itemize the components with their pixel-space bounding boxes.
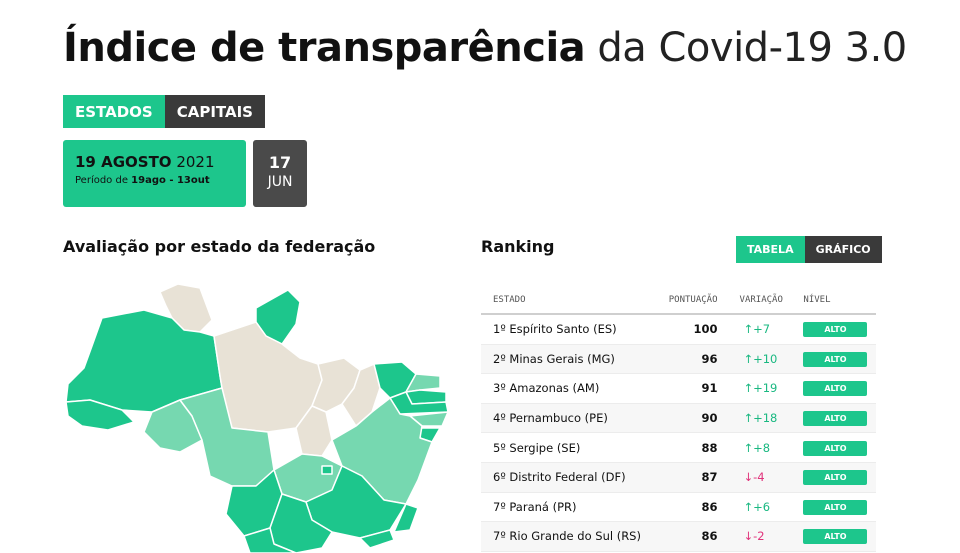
row-state: 7º Paraná (PR)	[493, 499, 577, 514]
date-card-period-range: 19ago - 13out	[131, 175, 210, 186]
row-score: 87	[701, 470, 718, 485]
date-card-selected[interactable]: 19 AGOSTO 2021 Período de 19ago - 13out	[63, 140, 246, 207]
map-state-rj[interactable]	[359, 529, 395, 549]
row-level-cell: ALTO	[803, 469, 876, 486]
row-level-cell: ALTO	[803, 380, 876, 397]
table-row[interactable]: 6º Distrito Federal (DF) 87 ↓-4 ALTO	[481, 462, 876, 493]
date-card-previous[interactable]: 17 JUN	[253, 140, 307, 207]
level-badge: ALTO	[803, 381, 868, 397]
tab-chart[interactable]: GRÁFICO	[804, 236, 882, 263]
date-card-previous-day: 17	[268, 153, 292, 172]
table-row[interactable]: 5º Sergipe (SE) 88 ↑+8 ALTO	[481, 433, 876, 463]
row-change: ↑+7	[743, 322, 771, 337]
table-row[interactable]: 4º Pernambuco (PE) 90 ↑+18 ALTO	[481, 403, 876, 434]
row-state: 7º Rio Grande do Sul (RS)	[493, 529, 641, 544]
map-state-es[interactable]	[393, 503, 419, 533]
map-state-rr[interactable]	[159, 283, 213, 333]
table-row[interactable]: 2º Minas Gerais (MG) 96 ↑+10 ALTO	[481, 344, 876, 375]
row-change: ↓-2	[743, 529, 765, 544]
level-badge: ALTO	[803, 470, 868, 486]
row-change: ↑+19	[743, 381, 778, 396]
tab-capitals[interactable]: CAPITAIS	[164, 95, 265, 128]
ranking-table-header: ESTADO PONTUAÇÃO VARIAÇÃO NÍVEL	[481, 287, 876, 315]
row-score: 100	[693, 322, 718, 337]
table-row[interactable]: 7º Rio Grande do Sul (RS) 86 ↓-2 ALTO	[481, 522, 876, 552]
row-change: ↑+18	[743, 411, 778, 426]
row-level-cell: ALTO	[803, 528, 876, 545]
row-change: ↑+6	[743, 499, 771, 514]
level-badge: ALTO	[803, 322, 868, 338]
ranking-title: Ranking	[481, 237, 555, 256]
row-score: 90	[701, 411, 718, 426]
row-level-cell: ALTO	[803, 410, 876, 427]
row-state: 4º Pernambuco (PE)	[493, 411, 608, 426]
row-state: 1º Espírito Santo (ES)	[493, 322, 617, 337]
level-badge: ALTO	[803, 351, 868, 367]
row-score: 88	[701, 440, 718, 455]
date-card-day: 19 AGOSTO	[75, 153, 172, 171]
col-level[interactable]: NÍVEL	[803, 295, 831, 305]
table-row[interactable]: 1º Espírito Santo (ES) 100 ↑+7 ALTO	[481, 315, 876, 345]
row-state: 2º Minas Gerais (MG)	[493, 351, 615, 366]
map-state-df[interactable]	[321, 465, 333, 475]
row-state: 3º Amazonas (AM)	[493, 381, 600, 396]
row-level-cell: ALTO	[803, 351, 876, 367]
row-change: ↑+10	[743, 351, 778, 366]
map-state-pr[interactable]	[243, 527, 297, 553]
level-badge: ALTO	[803, 499, 868, 515]
map-state-ac[interactable]	[65, 399, 135, 431]
row-score: 86	[701, 499, 718, 514]
page-title-bold: Índice de transparência	[63, 25, 586, 71]
row-level-cell: ALTO	[803, 321, 876, 338]
date-card-date: 19 AGOSTO 2021	[75, 153, 246, 171]
level-badge: ALTO	[803, 529, 868, 545]
row-state: 5º Sergipe (SE)	[493, 440, 581, 455]
col-change[interactable]: VARIAÇÃO	[739, 295, 783, 305]
row-score: 86	[701, 529, 718, 544]
ranking-view-toggle: TABELA GRÁFICO	[736, 236, 882, 263]
map-title: Avaliação por estado da federação	[63, 237, 376, 256]
col-state[interactable]: ESTADO	[493, 295, 526, 305]
ranking-rows: 1º Espírito Santo (ES) 100 ↑+7 ALTO 2º M…	[481, 315, 876, 552]
page-title: Índice de transparência da Covid-19 3.0	[63, 22, 907, 74]
table-row[interactable]: 7º Paraná (PR) 86 ↑+6 ALTO	[481, 493, 876, 523]
tab-table[interactable]: TABELA	[736, 236, 805, 263]
level-badge: ALTO	[803, 411, 868, 427]
row-change: ↑+8	[743, 440, 771, 455]
view-switch: ESTADOS CAPITAIS	[63, 95, 265, 128]
page-title-light: da Covid-19 3.0	[597, 25, 907, 71]
row-score: 96	[701, 351, 718, 366]
ranking-table: ESTADO PONTUAÇÃO VARIAÇÃO NÍVEL 1º Espír…	[481, 287, 876, 552]
brazil-map	[65, 283, 449, 553]
row-change: ↓-4	[743, 470, 765, 485]
tab-states[interactable]: ESTADOS	[63, 95, 165, 128]
level-badge: ALTO	[803, 440, 868, 456]
row-state: 6º Distrito Federal (DF)	[493, 470, 626, 485]
row-level-cell: ALTO	[803, 499, 876, 515]
row-level-cell: ALTO	[803, 440, 876, 456]
date-card-previous-month: JUN	[267, 174, 293, 190]
date-card-period: Período de 19ago - 13out	[75, 175, 246, 186]
table-row[interactable]: 3º Amazonas (AM) 91 ↑+19 ALTO	[481, 374, 876, 404]
row-score: 91	[701, 381, 718, 396]
date-card-period-prefix: Período de	[75, 175, 128, 186]
col-score[interactable]: PONTUAÇÃO	[668, 295, 718, 305]
map-state-rn[interactable]	[405, 373, 441, 393]
date-card-year: 2021	[176, 153, 215, 171]
